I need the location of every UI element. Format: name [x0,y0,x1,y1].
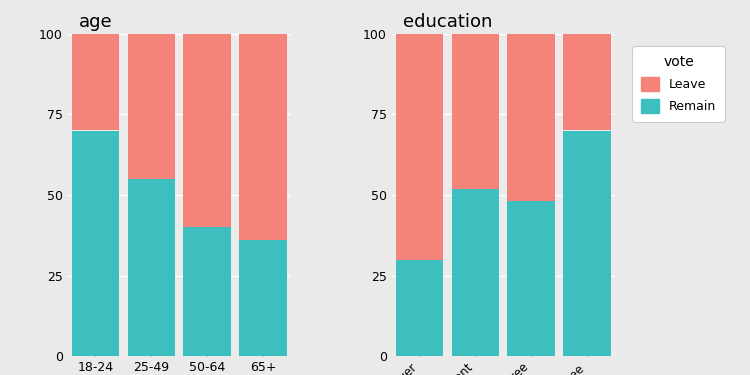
Bar [396,34,443,260]
Bar [563,34,610,130]
Bar [239,240,286,356]
Bar [72,130,119,356]
Bar [452,189,499,356]
Bar [508,34,555,201]
Bar [72,34,119,130]
Bar [508,201,555,356]
Bar [239,34,286,240]
Bar [128,34,175,179]
Text: age: age [79,13,112,31]
Bar [452,34,499,189]
Text: education: education [403,13,492,31]
Bar [128,179,175,356]
Bar [184,34,231,227]
Bar [563,130,610,356]
Legend: Leave, Remain: Leave, Remain [632,46,724,122]
Bar [184,227,231,356]
Bar [396,260,443,356]
